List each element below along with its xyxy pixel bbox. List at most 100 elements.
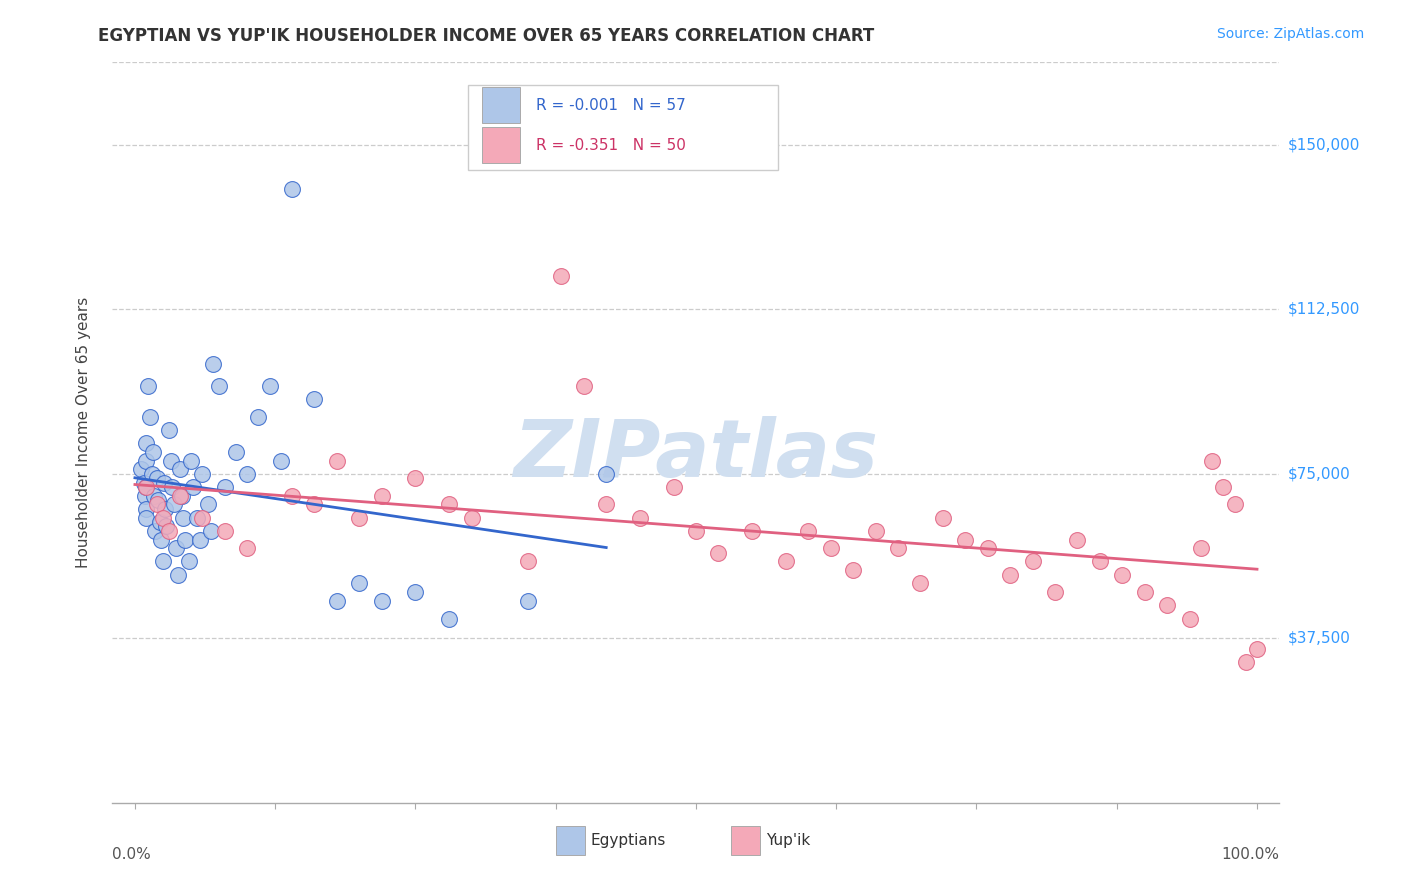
- Text: 0.0%: 0.0%: [112, 847, 152, 863]
- Point: [202, 357, 225, 371]
- Text: ZIPatlas: ZIPatlas: [513, 416, 879, 494]
- Point: [148, 493, 170, 508]
- Point: [1212, 480, 1234, 494]
- Point: [304, 392, 326, 406]
- Text: $150,000: $150,000: [1288, 137, 1360, 153]
- Point: [572, 379, 595, 393]
- Text: Source: ZipAtlas.com: Source: ZipAtlas.com: [1216, 27, 1364, 41]
- Point: [146, 498, 169, 512]
- Point: [595, 467, 617, 481]
- Point: [371, 594, 394, 608]
- Point: [349, 576, 371, 591]
- Point: [155, 501, 177, 516]
- Point: [910, 576, 932, 591]
- Point: [138, 409, 160, 424]
- Point: [169, 462, 191, 476]
- Point: [135, 501, 157, 516]
- Point: [349, 510, 371, 524]
- Point: [998, 567, 1021, 582]
- Bar: [555, 827, 585, 855]
- Point: [326, 453, 349, 467]
- Point: [741, 524, 763, 538]
- Point: [955, 533, 977, 547]
- Point: [270, 453, 292, 467]
- Point: [157, 524, 180, 538]
- Point: [191, 467, 214, 481]
- Point: [1111, 567, 1133, 582]
- Point: [1156, 599, 1178, 613]
- Point: [1066, 533, 1088, 547]
- Point: [174, 533, 197, 547]
- Point: [304, 498, 326, 512]
- Point: [188, 533, 211, 547]
- Text: R = -0.351   N = 50: R = -0.351 N = 50: [536, 137, 686, 153]
- Point: [685, 524, 707, 538]
- Point: [516, 594, 538, 608]
- Point: [1088, 554, 1111, 568]
- Point: [129, 462, 152, 476]
- Point: [160, 480, 183, 494]
- Text: 100.0%: 100.0%: [1222, 847, 1279, 863]
- Point: [177, 554, 200, 568]
- Point: [132, 475, 155, 490]
- Bar: [482, 87, 520, 123]
- Point: [141, 467, 163, 481]
- Point: [797, 524, 820, 538]
- Point: [143, 489, 166, 503]
- FancyBboxPatch shape: [468, 85, 778, 169]
- Point: [820, 541, 842, 556]
- Point: [460, 510, 482, 524]
- Text: EGYPTIAN VS YUP'IK HOUSEHOLDER INCOME OVER 65 YEARS CORRELATION CHART: EGYPTIAN VS YUP'IK HOUSEHOLDER INCOME OV…: [98, 27, 875, 45]
- Text: Yup'ik: Yup'ik: [766, 833, 810, 848]
- Point: [932, 510, 955, 524]
- Bar: [731, 827, 761, 855]
- Point: [170, 489, 193, 503]
- Point: [197, 498, 219, 512]
- Point: [1133, 585, 1156, 599]
- Point: [149, 533, 172, 547]
- Point: [152, 510, 174, 524]
- Point: [135, 453, 157, 467]
- Bar: [482, 128, 520, 163]
- Y-axis label: Householder Income Over 65 years: Householder Income Over 65 years: [76, 297, 91, 568]
- Point: [247, 409, 270, 424]
- Point: [887, 541, 910, 556]
- Point: [165, 541, 187, 556]
- Point: [1189, 541, 1212, 556]
- Point: [163, 498, 186, 512]
- Point: [1234, 656, 1257, 670]
- Point: [138, 379, 160, 393]
- Point: [169, 489, 191, 503]
- Point: [1021, 554, 1043, 568]
- Point: [142, 445, 165, 459]
- Point: [155, 519, 177, 533]
- Point: [191, 510, 214, 524]
- Point: [152, 554, 174, 568]
- Text: R = -0.001   N = 57: R = -0.001 N = 57: [536, 98, 686, 112]
- Text: $112,500: $112,500: [1288, 301, 1360, 317]
- Point: [1178, 611, 1201, 625]
- Point: [281, 489, 304, 503]
- Point: [976, 541, 998, 556]
- Point: [186, 510, 208, 524]
- Point: [134, 489, 156, 503]
- Point: [404, 471, 426, 485]
- Point: [208, 379, 231, 393]
- Point: [143, 524, 166, 538]
- Point: [236, 541, 259, 556]
- Text: Egyptians: Egyptians: [591, 833, 666, 848]
- Point: [159, 453, 183, 467]
- Point: [214, 524, 236, 538]
- Point: [437, 498, 460, 512]
- Point: [550, 269, 572, 284]
- Point: [595, 498, 617, 512]
- Point: [404, 585, 426, 599]
- Point: [842, 563, 865, 577]
- Point: [135, 480, 157, 494]
- Text: $75,000: $75,000: [1288, 467, 1351, 482]
- Text: $37,500: $37,500: [1288, 631, 1351, 646]
- Point: [146, 471, 169, 485]
- Point: [225, 445, 247, 459]
- Point: [1223, 498, 1246, 512]
- Point: [1201, 453, 1223, 467]
